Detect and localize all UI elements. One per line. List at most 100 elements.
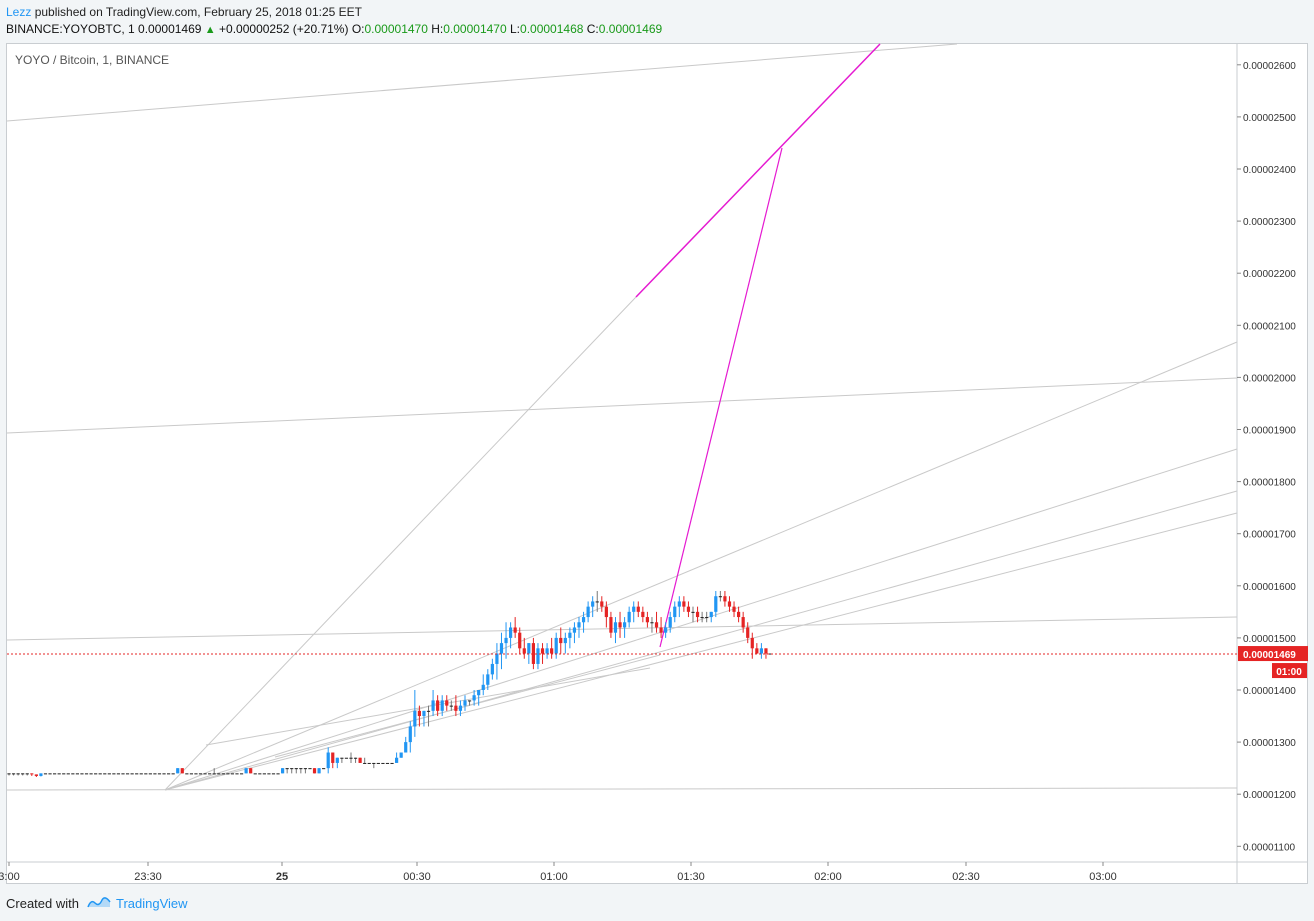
x-tick-label: 03:00: [1089, 871, 1117, 883]
candle-body: [550, 648, 554, 654]
candle-body: [198, 773, 203, 775]
candle-body: [290, 768, 294, 770]
candle-body: [144, 773, 148, 775]
candle-body: [431, 700, 435, 711]
candle-body: [312, 768, 317, 774]
low-label: L:: [510, 22, 521, 36]
y-tick-label: 0.00001700: [1243, 530, 1296, 541]
trend-line: [164, 490, 1238, 791]
last-price-badge: [1238, 646, 1308, 662]
candle-body: [700, 617, 704, 619]
candle-body: [764, 648, 768, 654]
candle-body: [226, 773, 230, 775]
candle-body: [203, 773, 207, 775]
candle-body: [677, 601, 681, 607]
candle-body: [636, 606, 640, 612]
candle-body: [358, 757, 362, 763]
up-arrow-icon: ▲: [204, 24, 216, 36]
candle-body: [645, 617, 649, 623]
candle-body: [509, 627, 513, 638]
y-tick-label: 0.00002100: [1243, 321, 1296, 332]
candle-body: [194, 773, 198, 775]
high-label: H:: [431, 22, 444, 36]
candle-body: [34, 774, 38, 776]
x-tick-label: 3:00: [0, 871, 20, 883]
candle-body: [504, 637, 508, 644]
x-tick-label: 02:00: [814, 871, 842, 883]
candle-body: [408, 726, 412, 743]
y-tick-label: 0.00002500: [1243, 113, 1296, 124]
candle-body: [253, 773, 257, 775]
candle-body: [518, 632, 522, 649]
candle-body: [103, 773, 107, 775]
candle-body: [458, 705, 463, 711]
candle-body: [11, 773, 16, 775]
candle-body: [595, 601, 599, 603]
candle-body: [48, 773, 52, 775]
candle-body: [741, 617, 745, 628]
candle-body: [125, 773, 130, 775]
close-value: 0.00001469: [598, 22, 663, 36]
candle-body: [208, 773, 212, 775]
candle-body: [481, 684, 485, 690]
candle-body: [308, 768, 312, 770]
candle-body: [581, 617, 586, 623]
candle-body: [21, 773, 25, 775]
candle-body: [714, 596, 718, 612]
candle-body: [385, 762, 390, 764]
candle-body: [609, 617, 613, 633]
candle-body: [39, 773, 43, 776]
candle-body: [709, 611, 713, 618]
candle-body: [527, 643, 531, 654]
drawing-layer: [6, 43, 1238, 791]
candle-body: [618, 622, 622, 628]
chart-panel[interactable]: [6, 43, 1308, 884]
tradingview-logo-icon[interactable]: [87, 895, 111, 912]
created-with-text: Created with: [6, 896, 79, 911]
candle-body: [171, 773, 175, 775]
candle-body: [449, 705, 453, 707]
x-tick-label: 02:30: [952, 871, 980, 883]
candle-body: [148, 773, 152, 775]
candle-body: [317, 768, 321, 774]
candle-body: [650, 622, 654, 624]
candle-body: [563, 637, 567, 644]
tradingview-brand-link[interactable]: TradingView: [115, 896, 188, 911]
candle-body: [43, 773, 48, 775]
projection-line: [635, 43, 881, 298]
axes-layer: 0.00001100 0.00001200 0.00001300 0.00001400…: [0, 44, 1308, 883]
low-value: 0.00001468: [520, 22, 584, 36]
candle-body: [641, 611, 645, 618]
candle-body: [230, 773, 235, 775]
candle-body: [390, 762, 394, 764]
candle-body: [180, 768, 184, 774]
candle-body: [116, 773, 121, 775]
candle-body: [71, 773, 75, 775]
candle-body: [768, 653, 773, 655]
candle-body: [235, 773, 239, 775]
x-tick-label: 01:00: [540, 871, 568, 883]
candle-body: [440, 700, 444, 711]
y-tick-label: 0.00001500: [1243, 634, 1296, 645]
candle-body: [591, 601, 595, 607]
author-link[interactable]: Lezz: [6, 5, 32, 19]
trend-line: [6, 616, 1238, 641]
candle-body: [513, 627, 517, 633]
candle-body: [399, 752, 403, 758]
footer: Created with TradingView: [6, 895, 188, 912]
candle-body: [472, 695, 476, 701]
candle-body: [303, 768, 307, 770]
trend-line: [164, 448, 1238, 791]
candle-body: [490, 663, 494, 675]
candle-body: [349, 757, 353, 759]
candle-body: [604, 606, 608, 618]
y-tick-label: 0.00001100: [1243, 842, 1296, 853]
candle-body: [759, 648, 763, 654]
candle-body: [353, 757, 358, 759]
countdown-badge: [1272, 663, 1307, 679]
y-tick-label: 0.00002200: [1243, 269, 1296, 280]
candle-body: [727, 601, 732, 607]
candle-body: [586, 606, 590, 618]
price-change: +0.00000252 (+20.71%): [219, 22, 349, 36]
